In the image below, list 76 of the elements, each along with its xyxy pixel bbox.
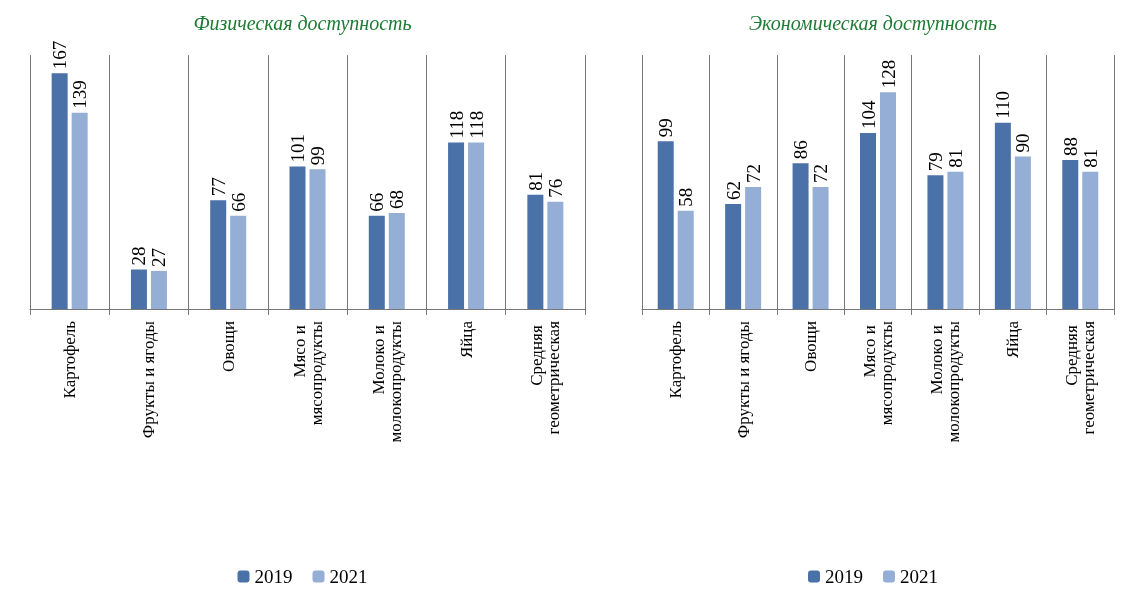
data-label: 167 <box>49 40 71 70</box>
bar <box>792 163 809 309</box>
data-label: 28 <box>128 246 150 266</box>
bar <box>468 142 485 309</box>
legend-label: 2019 <box>254 566 293 587</box>
bar <box>745 187 762 309</box>
bar <box>309 169 326 309</box>
x-tick-label: Мясо и мясопродукты <box>860 320 896 426</box>
bar <box>388 213 405 309</box>
bar <box>150 270 167 309</box>
bar <box>1082 171 1099 309</box>
x-tick-label: Яйца <box>456 320 476 359</box>
bar <box>547 201 564 309</box>
bar <box>947 171 964 309</box>
legend-label: 2021 <box>329 566 368 587</box>
bar <box>860 132 876 309</box>
legend-label: 2021 <box>900 566 938 587</box>
data-label: 68 <box>386 190 408 210</box>
data-label: 99 <box>655 118 677 138</box>
data-label: 77 <box>207 177 229 197</box>
x-tick-label: Картофель <box>60 320 80 399</box>
data-label: 90 <box>1012 133 1034 153</box>
bar <box>130 269 147 309</box>
bar <box>448 142 465 309</box>
bar <box>210 200 227 309</box>
bar <box>812 187 829 309</box>
bar <box>927 175 944 309</box>
data-label: 110 <box>992 90 1014 119</box>
legend-label: 2019 <box>825 566 863 587</box>
data-label: 27 <box>148 247 170 267</box>
data-label: 104 <box>857 99 879 129</box>
data-label: 79 <box>924 152 946 172</box>
x-tick-label: Мясо и мясопродукты <box>289 320 326 426</box>
data-label: 72 <box>742 164 764 184</box>
chart-title: Физическая доступность <box>193 12 412 35</box>
bar <box>657 141 674 309</box>
bar <box>51 73 68 309</box>
x-tick-label: Яйца <box>1003 320 1023 359</box>
x-tick-label: Овощи <box>801 321 821 372</box>
data-label: 128 <box>877 59 899 89</box>
data-label: 118 <box>445 110 467 139</box>
data-label: 76 <box>544 178 566 198</box>
data-label: 58 <box>675 187 697 207</box>
bar <box>527 194 544 309</box>
bar <box>880 92 896 309</box>
bar <box>368 215 385 309</box>
data-label: 81 <box>1079 148 1101 168</box>
x-tick-label: Фрукты и ягоды <box>139 320 159 439</box>
data-label: 101 <box>287 133 308 163</box>
data-label: 81 <box>524 171 546 191</box>
bar <box>994 122 1011 309</box>
bar <box>71 112 88 309</box>
data-label: 139 <box>69 80 91 109</box>
x-tick-label: Овощи <box>218 321 238 372</box>
x-tick-label: Молоко и молокопродукты <box>927 320 964 443</box>
x-tick-label: Средняя геометрическая <box>527 320 564 435</box>
chart-title: Экономическая доступность <box>749 12 997 35</box>
bar <box>1014 156 1031 309</box>
data-label: 99 <box>307 146 328 166</box>
data-label: 88 <box>1059 136 1081 156</box>
x-tick-label: Картофель <box>666 320 686 399</box>
data-label: 62 <box>722 181 744 201</box>
bar <box>230 215 247 309</box>
bar <box>289 166 306 309</box>
x-tick-label: Средняя геометрическая <box>1062 320 1099 435</box>
bar <box>725 204 742 309</box>
x-tick-label: Фрукты и ягоды <box>733 320 753 439</box>
data-label: 72 <box>810 164 832 184</box>
data-label: 86 <box>790 140 812 160</box>
data-label: 66 <box>366 192 388 212</box>
data-label: 81 <box>944 148 966 168</box>
bar <box>677 210 694 309</box>
bar <box>1062 159 1079 309</box>
x-tick-label: Молоко и молокопродукты <box>368 320 405 443</box>
data-label: 66 <box>227 192 249 212</box>
data-label: 118 <box>465 110 487 139</box>
